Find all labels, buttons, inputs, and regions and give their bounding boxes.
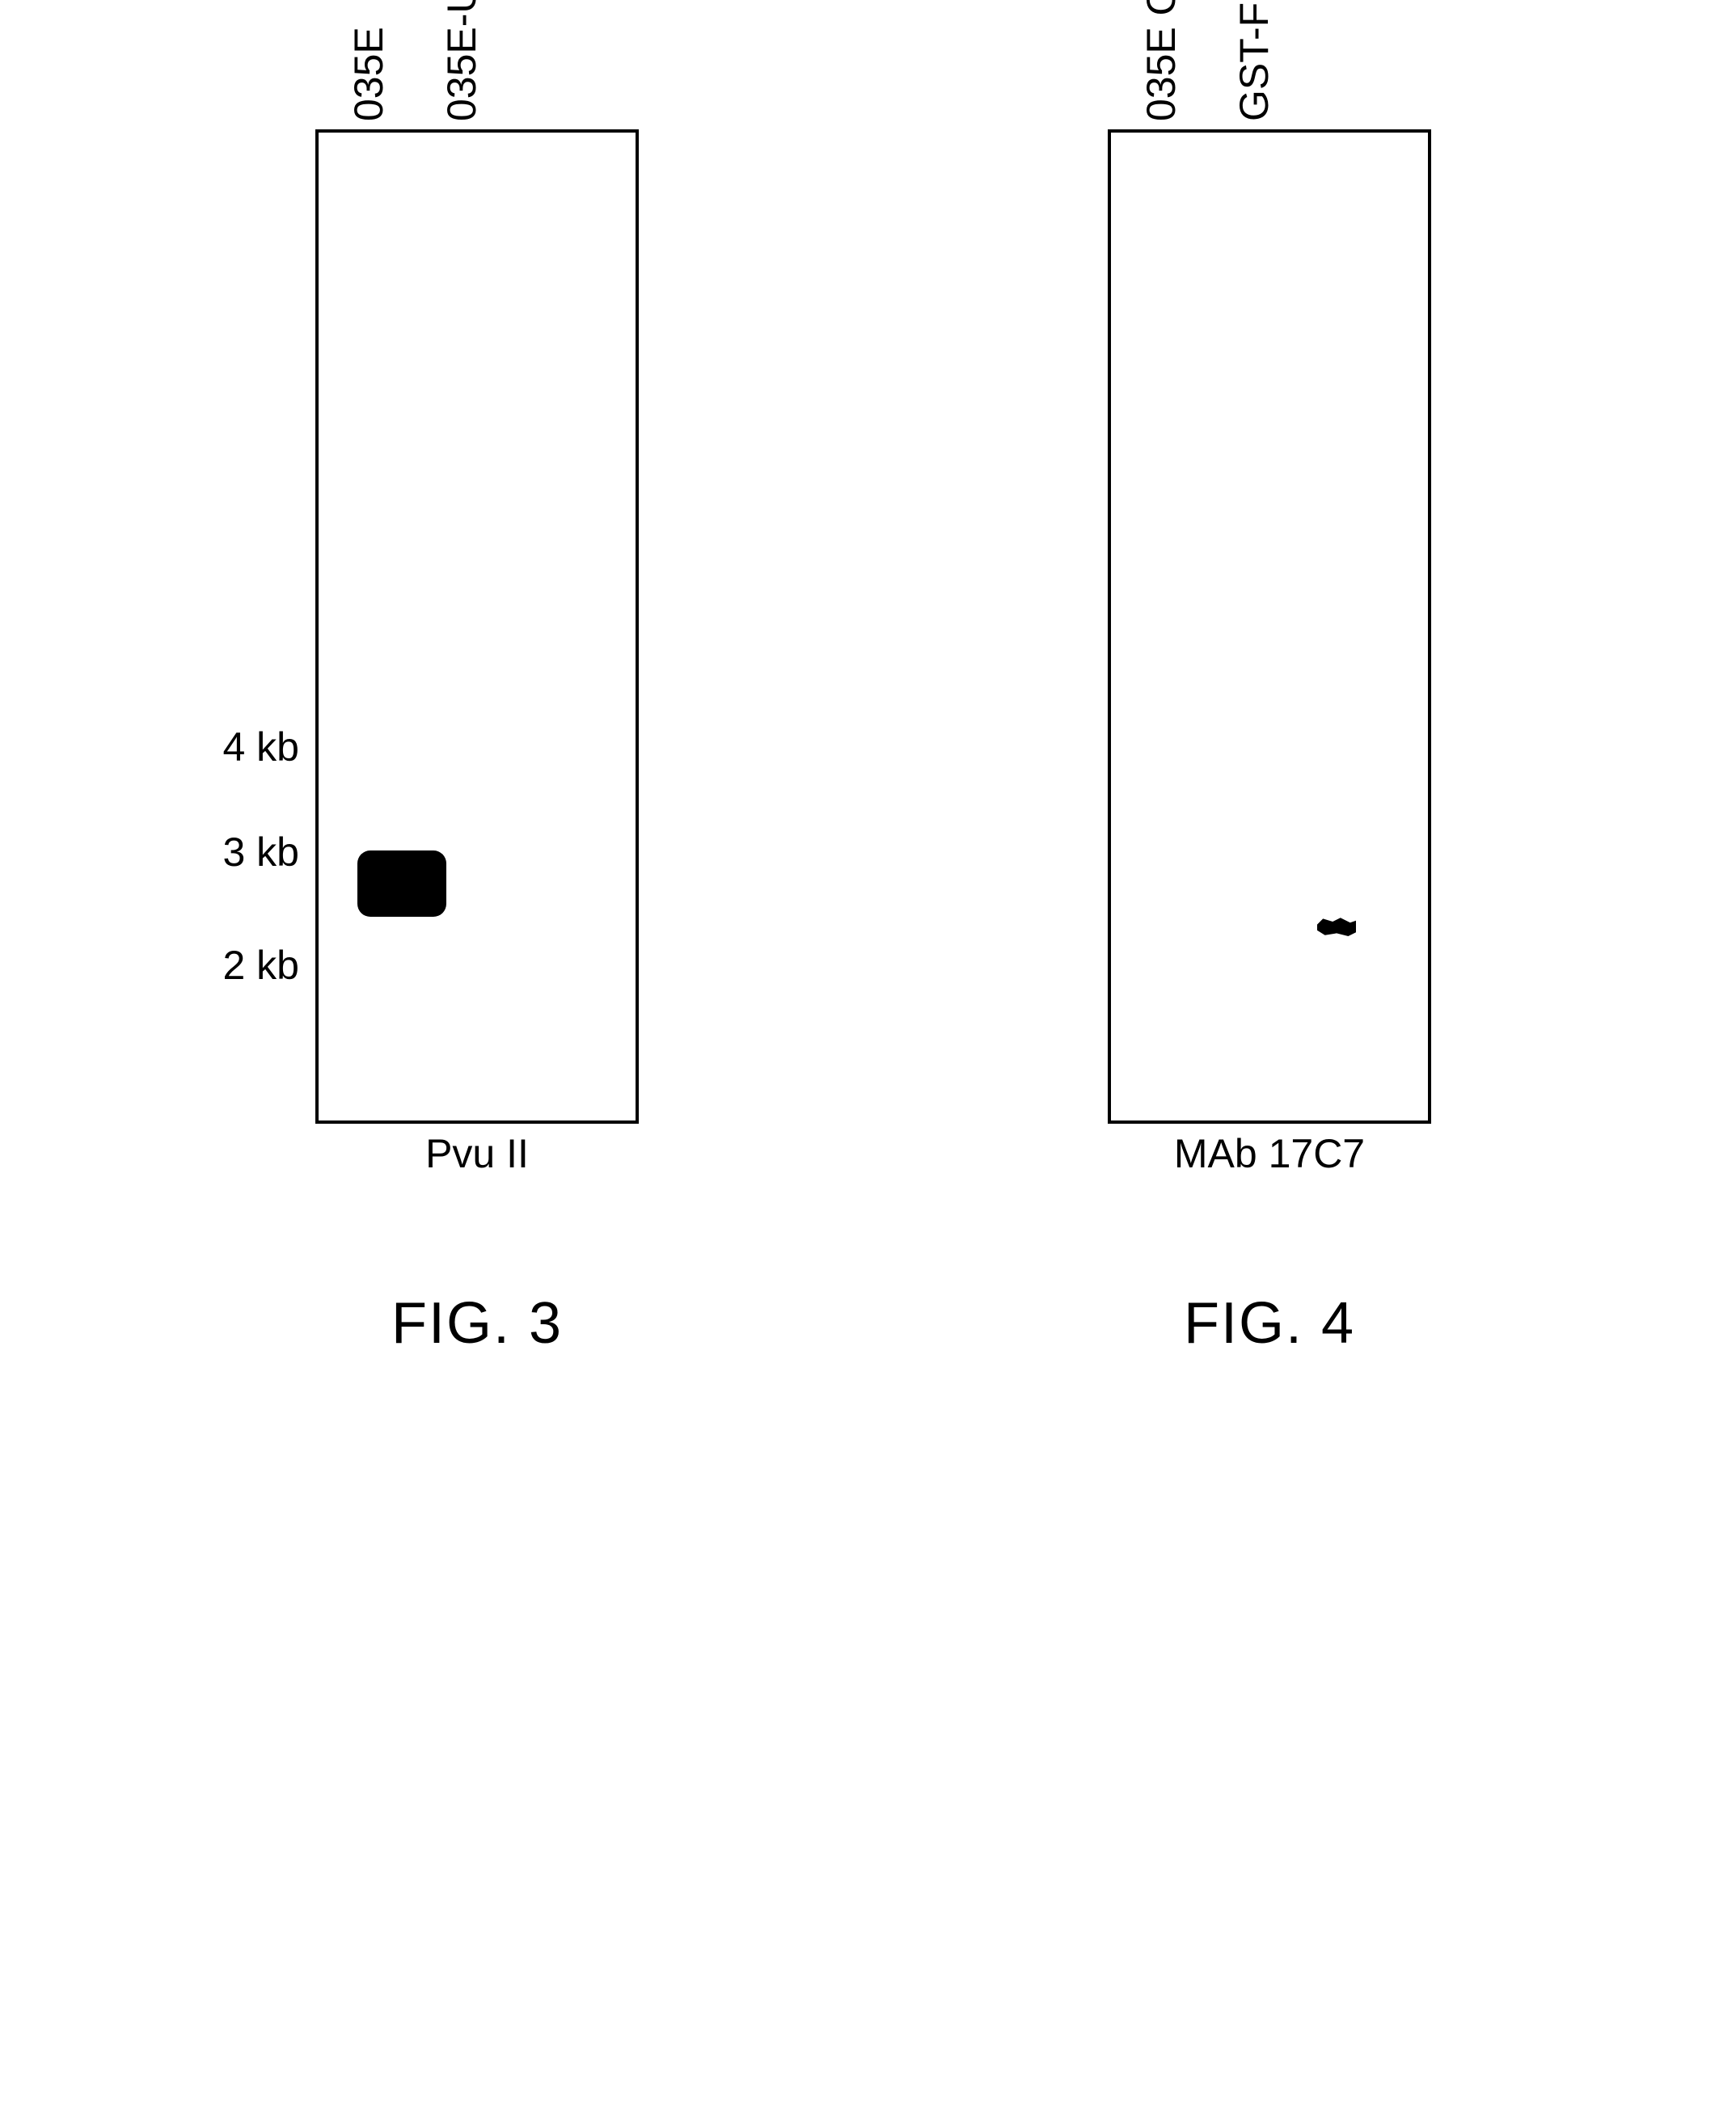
bottom-label-text: Pvu II	[425, 1131, 529, 1176]
fig3-marker-2kb: 2 kb	[186, 942, 299, 989]
fig3-blot-area: 035E 035E-UspA1 4 kb 3 kb 2 kb	[186, 129, 639, 1124]
fig4-lane-label-2: GST-FUSION PROTEIN	[1231, 0, 1278, 121]
fig3-marker-4kb: 4 kb	[186, 724, 299, 770]
fig3-title: FIG. 3	[315, 1290, 639, 1357]
fig3-marker-3kb: 3 kb	[186, 829, 299, 876]
fig4-blot-box	[1108, 129, 1431, 1124]
marker-text: 2 kb	[222, 943, 299, 988]
fig4-blot-area: 035E OMV GST-FUSION PROTEIN	[1108, 129, 1431, 1124]
marker-text: 4 kb	[222, 724, 299, 770]
fig-title-text: FIG. 4	[1184, 1291, 1355, 1356]
fig3-lane-label-2: 035E-UspA1	[438, 0, 485, 121]
bottom-label-text: MAb 17C7	[1174, 1131, 1365, 1176]
fig4-band-1	[1317, 917, 1356, 936]
fig3-bottom-label: Pvu II	[315, 1130, 639, 1177]
figure-4: 035E OMV GST-FUSION PROTEIN MAb 17C7 FIG…	[1108, 129, 1431, 1357]
lane-label-text: GST-FUSION PROTEIN	[1231, 0, 1277, 121]
lane-label-text: 035E	[346, 27, 391, 121]
fig3-lane-label-1: 035E	[345, 27, 392, 121]
fig3-blot-box	[315, 129, 639, 1124]
figure-3: 035E 035E-UspA1 4 kb 3 kb 2 kb Pvu II FI…	[186, 129, 639, 1357]
lane-label-text: 035E-UspA1	[439, 0, 484, 121]
fig4-lane-label-1: 035E OMV	[1138, 0, 1185, 121]
marker-text: 3 kb	[222, 829, 299, 875]
fig3-band-1	[357, 850, 446, 917]
fig4-bottom-label: MAb 17C7	[1108, 1130, 1431, 1177]
lane-label-text: 035E OMV	[1138, 0, 1184, 121]
fig4-title: FIG. 4	[1108, 1290, 1431, 1357]
fig-title-text: FIG. 3	[391, 1291, 563, 1356]
